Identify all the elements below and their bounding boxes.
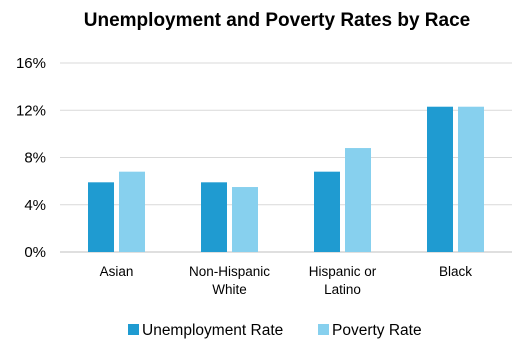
y-tick-label: 16% <box>16 55 46 72</box>
chart-title: Unemployment and Poverty Rates by Race <box>84 10 470 31</box>
x-tick-label: Black <box>439 264 472 279</box>
x-tick-label: Asian <box>100 264 134 279</box>
x-tick-label: Hispanic or <box>309 264 377 279</box>
bars <box>88 106 484 252</box>
x-axis: Asian Non-Hispanic White Hispanic or Latino B… <box>100 264 473 297</box>
y-tick-label: 4% <box>24 197 46 214</box>
bar-unemployment-1 <box>201 182 227 252</box>
bar-unemployment-0 <box>88 182 114 252</box>
y-tick-label: 0% <box>24 244 46 261</box>
y-tick-label: 12% <box>16 102 46 119</box>
legend-swatch <box>128 324 139 335</box>
bar-poverty-1 <box>232 187 258 252</box>
legend-label: Unemployment Rate <box>142 322 283 339</box>
bar-poverty-2 <box>345 148 371 252</box>
bar-poverty-0 <box>119 171 145 252</box>
y-axis: 0% 4% 8% 12% 16% <box>16 55 46 261</box>
legend-swatch <box>318 324 329 335</box>
bar-unemployment-3 <box>427 106 453 252</box>
x-tick-label: Latino <box>324 282 361 297</box>
x-tick-label: White <box>212 282 247 297</box>
y-tick-label: 8% <box>24 150 46 167</box>
legend: Unemployment Rate Poverty Rate <box>128 322 422 339</box>
legend-label: Poverty Rate <box>332 322 422 339</box>
bar-unemployment-2 <box>314 171 340 252</box>
bar-poverty-3 <box>458 106 484 252</box>
x-tick-label: Non-Hispanic <box>189 264 270 279</box>
